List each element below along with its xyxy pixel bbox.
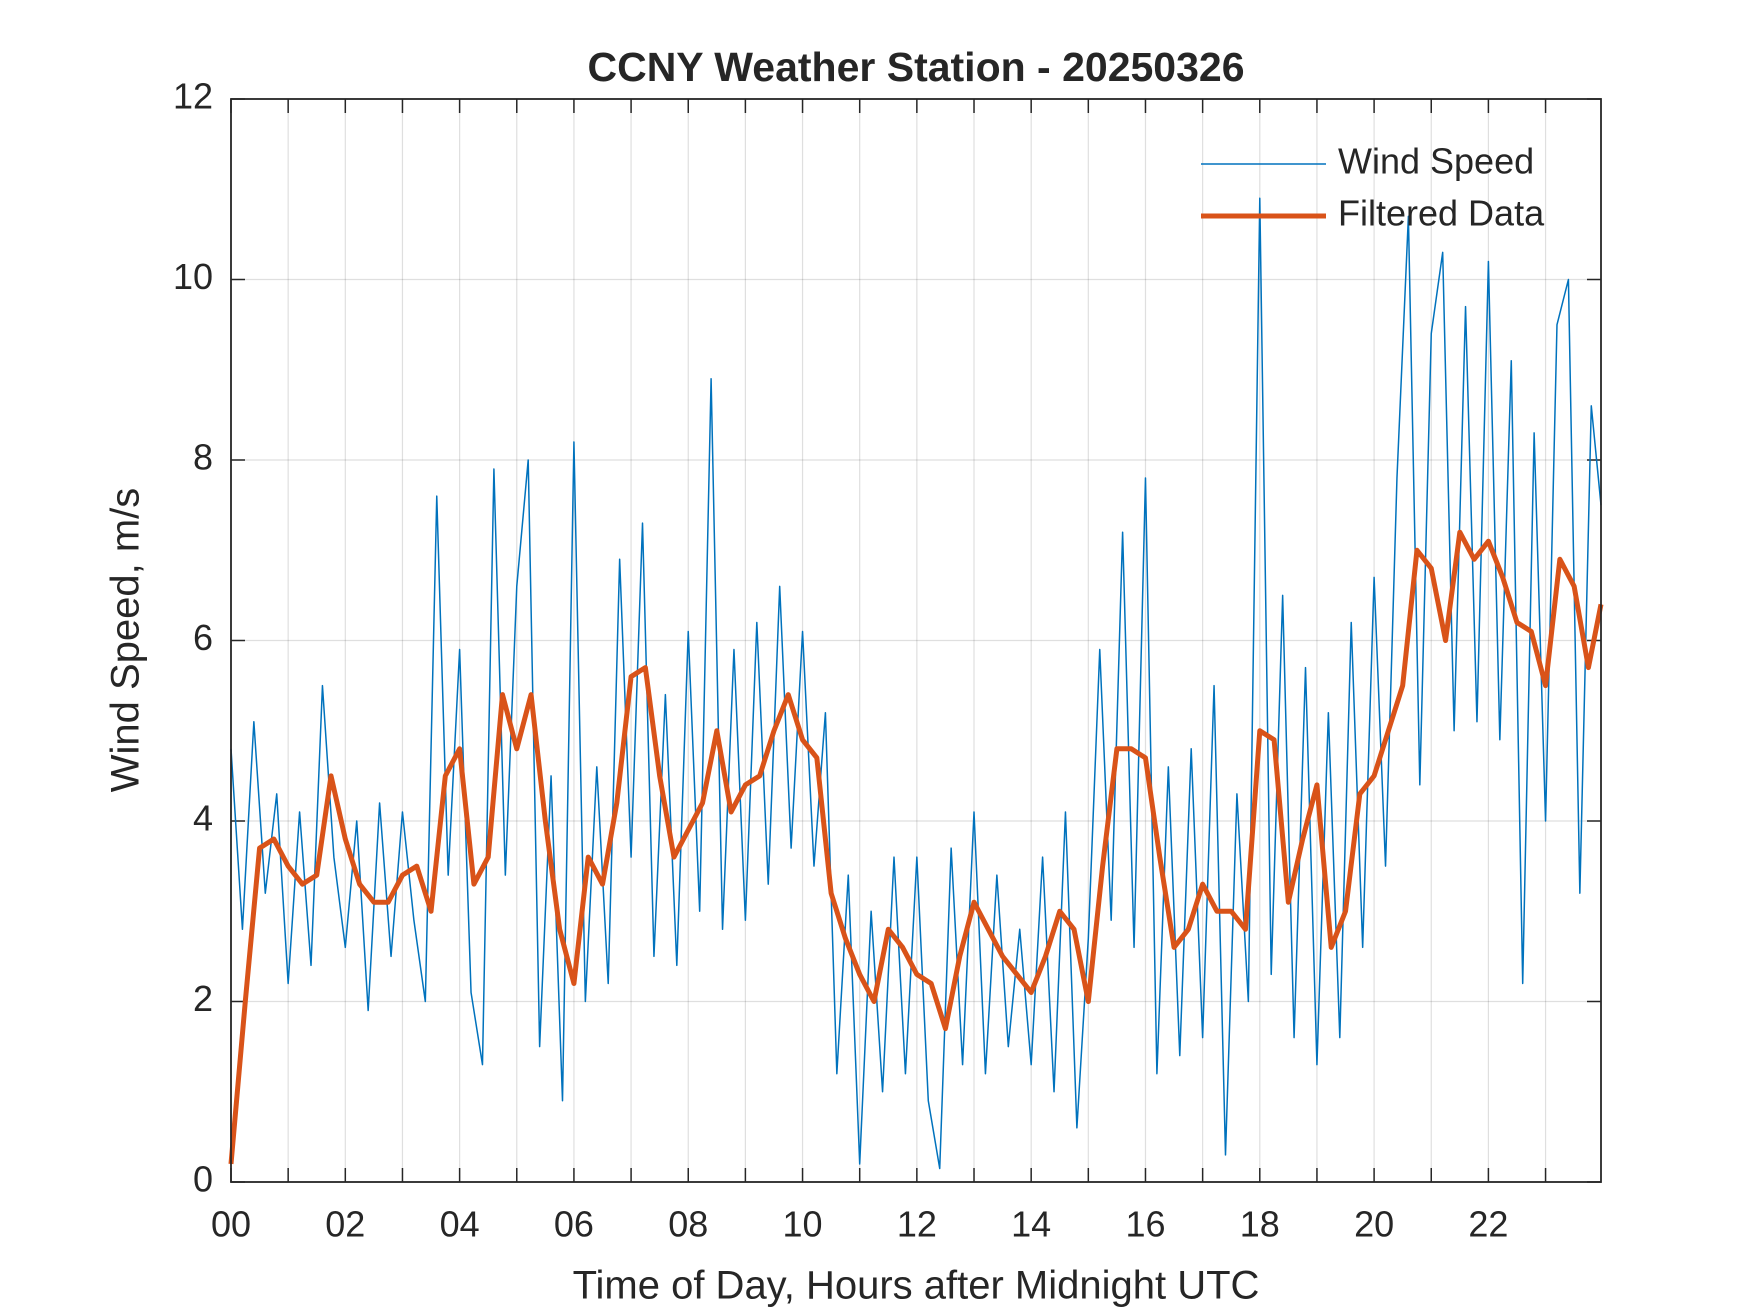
x-axis-label: Time of Day, Hours after Midnight UTC <box>573 1264 1260 1308</box>
y-tick-label: 10 <box>173 256 213 297</box>
x-tick-label: 08 <box>668 1204 708 1245</box>
x-tick-label: 10 <box>783 1204 823 1245</box>
y-tick-label: 2 <box>193 978 213 1019</box>
y-tick-label: 0 <box>193 1159 213 1200</box>
y-tick-label: 8 <box>193 437 213 478</box>
x-tick-label: 02 <box>325 1204 365 1245</box>
x-tick-label: 06 <box>554 1204 594 1245</box>
x-tick-label: 14 <box>1011 1204 1051 1245</box>
y-axis-label: Wind Speed, m/s <box>104 488 148 793</box>
x-tick-label: 22 <box>1468 1204 1508 1245</box>
axes-box <box>230 98 1602 1183</box>
x-tick-label: 00 <box>211 1204 251 1245</box>
x-tick-label: 18 <box>1240 1204 1280 1245</box>
x-tick-label: 20 <box>1354 1204 1394 1245</box>
legend-label: Wind Speed <box>1338 141 1534 182</box>
y-tick-label: 4 <box>193 798 213 839</box>
data-line <box>230 197 1602 1170</box>
chart-title: CCNY Weather Station - 20250326 <box>587 44 1244 90</box>
x-tick-label: 16 <box>1125 1204 1165 1245</box>
x-tick-label: 12 <box>897 1204 937 1245</box>
y-tick-label: 12 <box>173 76 213 117</box>
x-tick-label: 04 <box>440 1204 480 1245</box>
legend-label: Filtered Data <box>1338 193 1545 234</box>
data-line <box>228 529 1604 1165</box>
y-tick-label: 6 <box>193 617 213 658</box>
